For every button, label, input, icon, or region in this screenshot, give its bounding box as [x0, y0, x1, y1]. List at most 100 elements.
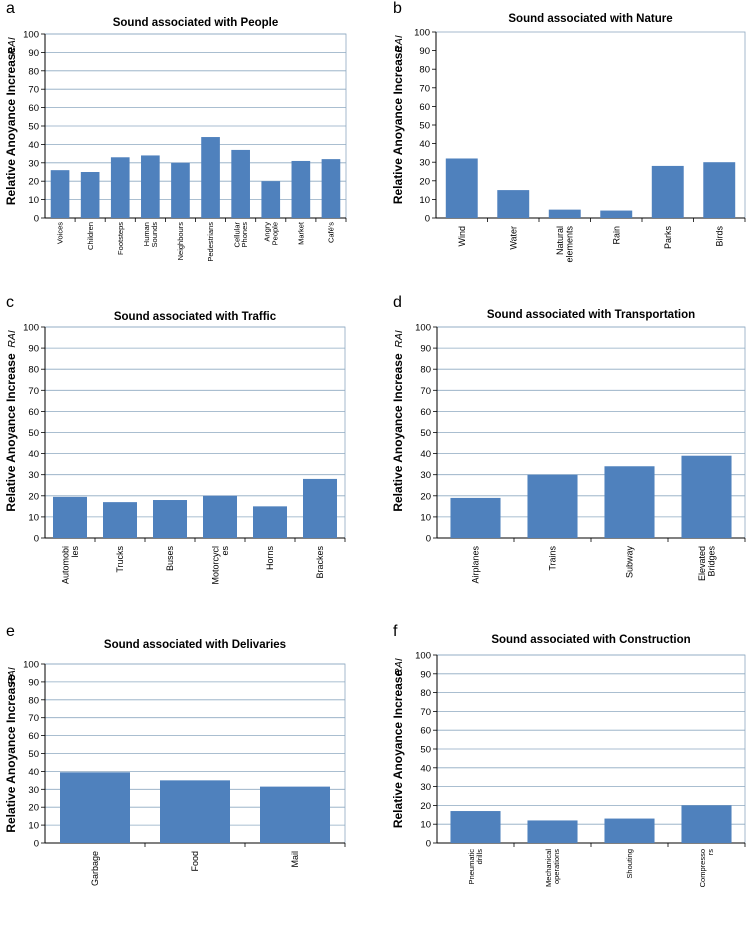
y-tick-label: 60	[420, 726, 431, 737]
chart-panel-e: e Sound associated with Delivaries 0 10 20 30…	[4, 623, 346, 886]
x-tick-label: Market	[296, 221, 305, 245]
y-axis-label: Relative Anoyance Increase	[4, 47, 18, 206]
x-tick-label: CellularPhones	[232, 222, 249, 248]
y-tick-label: 80	[28, 66, 39, 77]
bar	[681, 805, 732, 843]
y-axis-label: Relative Anoyance Increase	[4, 353, 18, 512]
y-tick-label: 90	[420, 669, 431, 680]
x-tick-label: Automobiles	[60, 546, 79, 585]
x-tick-label: Buses	[165, 546, 175, 572]
y-tick-label: 40	[419, 139, 430, 150]
bar	[260, 786, 330, 843]
bar	[50, 170, 70, 218]
y-axis-unit: RAI	[393, 330, 405, 348]
y-axis-label: Relative Anoyance Increase	[391, 46, 405, 205]
y-tick-label: 40	[28, 140, 39, 151]
bar	[80, 172, 100, 218]
y-tick-label: 20	[420, 801, 431, 812]
y-axis-unit: RAI	[6, 667, 18, 685]
y-tick-label: 70	[420, 386, 431, 397]
y-tick-label: 10	[28, 821, 39, 832]
bar	[527, 474, 578, 538]
y-tick-label: 20	[419, 176, 430, 187]
y-tick-label: 50	[28, 428, 39, 439]
y-tick-label: 30	[28, 158, 39, 169]
y-tick-label: 40	[420, 449, 431, 460]
y-tick-label: 10	[420, 512, 431, 523]
x-tick-label: Motorcycles	[210, 546, 229, 585]
y-tick-label: 0	[426, 839, 431, 850]
y-tick-label: 70	[28, 386, 39, 397]
y-tick-label: 20	[420, 491, 431, 502]
y-tick-label: 60	[420, 407, 431, 418]
y-tick-label: 20	[28, 177, 39, 188]
y-axis-label: Relative Anoyance Increase	[391, 353, 405, 512]
y-tick-label: 80	[419, 65, 430, 76]
y-tick-label: 0	[425, 214, 430, 225]
y-tick-label: 70	[419, 83, 430, 94]
x-tick-label: Naturalelements	[555, 226, 574, 263]
chart-title: Sound associated with Traffic	[114, 311, 277, 323]
y-tick-label: 80	[420, 688, 431, 699]
bar	[321, 159, 341, 218]
y-tick-label: 100	[23, 660, 39, 671]
y-tick-label: 10	[420, 820, 431, 831]
bar	[497, 190, 530, 218]
bar	[53, 496, 87, 538]
x-tick-label: Footsteps	[116, 222, 125, 255]
panel-letter: a	[6, 0, 15, 17]
x-tick-label: Compressors	[698, 849, 715, 888]
chart-panel-d: d Sound associated with Transportation 0 10…	[391, 294, 746, 584]
y-tick-label: 70	[28, 713, 39, 724]
bar	[253, 506, 287, 538]
y-tick-label: 90	[420, 344, 431, 355]
bar	[201, 137, 220, 218]
y-tick-label: 90	[28, 48, 39, 59]
bar	[303, 478, 337, 538]
bar	[450, 497, 501, 538]
bar	[103, 502, 137, 538]
x-tick-label: Neighbours	[176, 222, 185, 261]
y-tick-label: 10	[419, 195, 430, 206]
x-tick-label: Mechanicaloperations	[544, 849, 561, 887]
chart-title: Sound associated with Construction	[491, 634, 690, 646]
y-tick-label: 30	[419, 158, 430, 169]
x-tick-label: Subway	[625, 546, 635, 579]
y-axis-unit: RAI	[393, 35, 405, 53]
y-tick-label: 60	[28, 103, 39, 114]
y-tick-label: 0	[34, 534, 39, 545]
x-tick-label: AngryPeople	[262, 222, 279, 246]
bar	[203, 495, 237, 538]
y-axis-unit: RAI	[6, 37, 18, 55]
y-tick-label: 0	[426, 534, 431, 545]
y-tick-label: 80	[28, 695, 39, 706]
y-axis-unit: RAI	[6, 330, 18, 348]
bar	[651, 165, 684, 218]
bar	[703, 162, 736, 218]
y-tick-label: 100	[415, 323, 431, 334]
bar	[231, 149, 250, 218]
x-tick-label: Café's	[327, 222, 336, 243]
bar	[141, 155, 160, 218]
bar	[548, 209, 581, 218]
y-tick-label: 100	[23, 323, 39, 334]
x-tick-label: Birds	[714, 226, 724, 247]
y-tick-label: 0	[34, 839, 39, 850]
x-tick-label: Trucks	[115, 546, 125, 573]
y-tick-label: 100	[415, 651, 431, 662]
plot-area	[435, 31, 746, 219]
x-tick-label: Shouting	[625, 849, 634, 879]
x-tick-label: Voices	[56, 222, 65, 244]
y-tick-label: 90	[28, 677, 39, 688]
y-tick-label: 30	[420, 470, 431, 481]
y-axis-label: Relative Anoyance Increase	[391, 670, 405, 829]
y-tick-label: 60	[419, 102, 430, 113]
panel-letter: e	[6, 623, 15, 640]
x-tick-label: HumanSounds	[142, 222, 159, 248]
chart-title: Sound associated with Delivaries	[104, 639, 286, 651]
y-axis-label: Relative Anoyance Increase	[4, 674, 18, 833]
y-tick-label: 70	[28, 85, 39, 96]
y-tick-label: 80	[28, 365, 39, 376]
x-tick-label: Children	[86, 222, 95, 250]
